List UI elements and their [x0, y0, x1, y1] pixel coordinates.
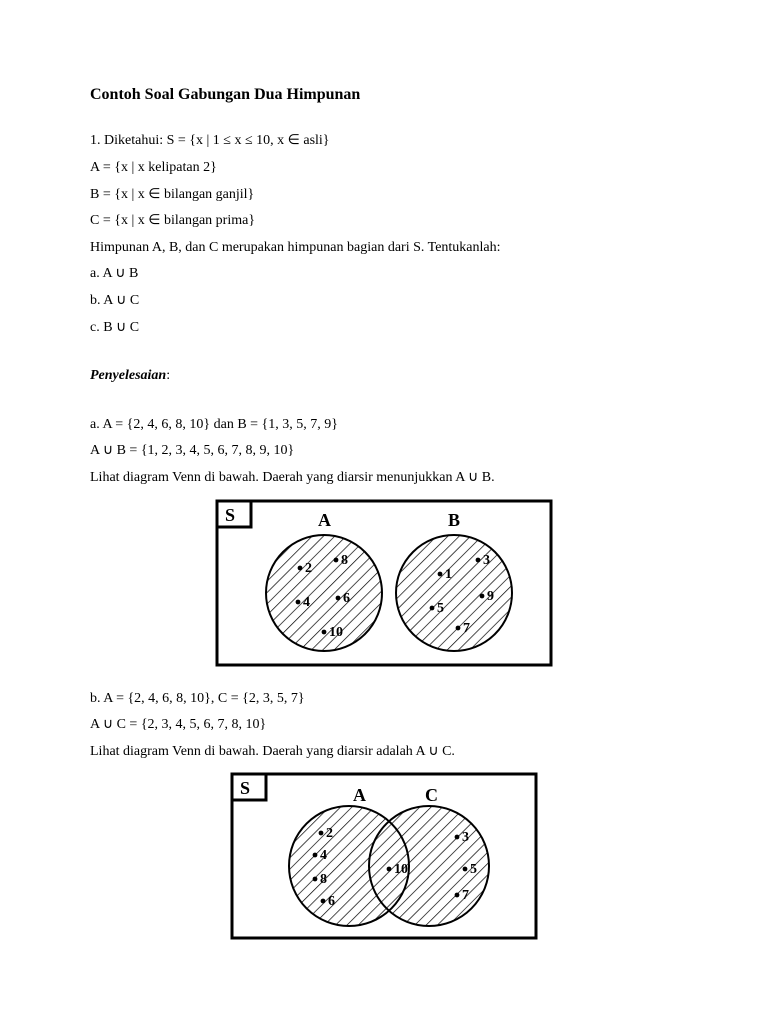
- problem-given: 1. Diketahui: S = {x | 1 ≤ x ≤ 10, x ∈ a…: [90, 128, 678, 155]
- svg-text:9: 9: [487, 589, 494, 604]
- svg-text:7: 7: [463, 621, 470, 636]
- partA-line1: a. A = {2, 4, 6, 8, 10} dan B = {1, 3, 5…: [90, 412, 678, 439]
- svg-text:7: 7: [462, 888, 469, 903]
- svg-text:8: 8: [341, 553, 348, 568]
- svg-text:A: A: [353, 785, 366, 805]
- svg-text:2: 2: [305, 561, 312, 576]
- svg-text:3: 3: [483, 553, 490, 568]
- svg-text:S: S: [240, 778, 250, 798]
- svg-text:1: 1: [445, 567, 452, 582]
- svg-text:4: 4: [303, 595, 310, 610]
- question-c: c. B ∪ C: [90, 315, 678, 342]
- svg-text:5: 5: [437, 601, 444, 616]
- problem-setA: A = {x | x kelipatan 2}: [90, 155, 678, 182]
- svg-text:4: 4: [320, 848, 327, 863]
- svg-text:3: 3: [462, 830, 469, 845]
- svg-text:10: 10: [329, 625, 343, 640]
- partA-line3: Lihat diagram Venn di bawah. Daerah yang…: [90, 465, 678, 492]
- partA-line2: A ∪ B = {1, 2, 3, 4, 5, 6, 7, 8, 9, 10}: [90, 438, 678, 465]
- problem-setC: C = {x | x ∈ bilangan prima}: [90, 208, 678, 235]
- svg-text:5: 5: [470, 862, 477, 877]
- venn-svg-AC: S A C 2 4 86 10 3 57: [229, 771, 539, 941]
- svg-text:S: S: [225, 505, 235, 525]
- svg-text:B: B: [448, 510, 460, 530]
- svg-text:2: 2: [326, 826, 333, 841]
- partB-line2: A ∪ C = {2, 3, 4, 5, 6, 7, 8, 10}: [90, 712, 678, 739]
- question-b: b. A ∪ C: [90, 288, 678, 315]
- solution-heading-text: Penyelesaian: [90, 368, 166, 383]
- svg-text:6: 6: [343, 591, 350, 606]
- problem-instruction: Himpunan A, B, dan C merupakan himpunan …: [90, 235, 678, 262]
- venn-diagram-AC: S A C 2 4 86 10 3 57: [90, 771, 678, 941]
- question-a: a. A ∪ B: [90, 261, 678, 288]
- venn-diagram-AB: S A B 2 8 4 6 10 1 3 5 9 7: [90, 498, 678, 668]
- page-title: Contoh Soal Gabungan Dua Himpunan: [90, 80, 678, 110]
- svg-text:A: A: [318, 510, 331, 530]
- svg-text:6: 6: [328, 894, 335, 909]
- partB-line3: Lihat diagram Venn di bawah. Daerah yang…: [90, 739, 678, 766]
- venn-svg-AB: S A B 2 8 4 6 10 1 3 5 9 7: [214, 498, 554, 668]
- svg-text:8: 8: [320, 872, 327, 887]
- solution-heading: Penyelesaian:: [90, 363, 678, 390]
- svg-text:10: 10: [394, 862, 408, 877]
- problem-setB: B = {x | x ∈ bilangan ganjil}: [90, 182, 678, 209]
- svg-text:C: C: [425, 785, 438, 805]
- partB-line1: b. A = {2, 4, 6, 8, 10}, C = {2, 3, 5, 7…: [90, 686, 678, 713]
